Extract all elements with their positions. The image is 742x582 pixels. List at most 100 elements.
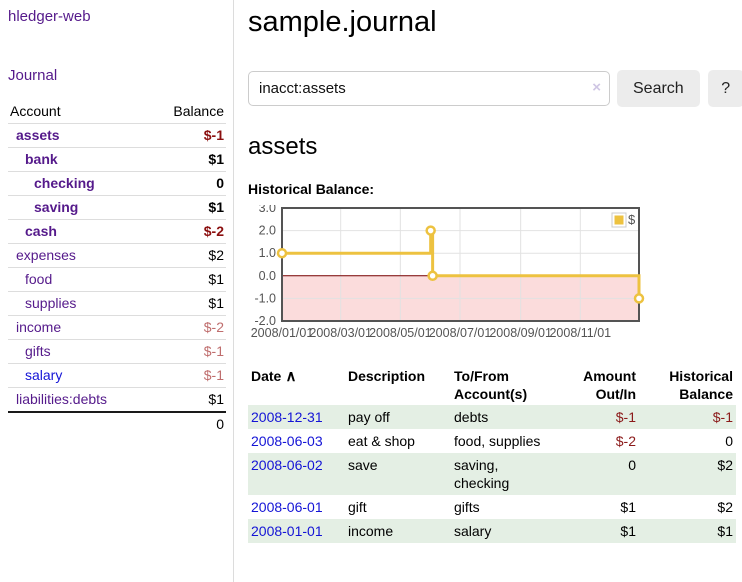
transaction-balance: 0 — [725, 433, 733, 449]
account-link[interactable]: food — [25, 271, 53, 287]
account-link[interactable]: income — [16, 319, 62, 335]
account-link[interactable]: expenses — [16, 247, 76, 263]
transaction-row: 2008-06-03 eat & shop food, supplies $-2 0 — [248, 429, 736, 453]
search-bar: × Search ? — [248, 70, 742, 107]
register-column-header[interactable]: Date ∧ — [248, 365, 345, 405]
transaction-date-link[interactable]: 2008-06-02 — [251, 457, 323, 473]
account-balance: $-2 — [203, 223, 224, 239]
accounts-total-row: 0 — [8, 412, 226, 436]
transaction-description: gift — [348, 499, 367, 515]
account-row: liabilities:debts $1 — [8, 387, 226, 413]
account-row: checking 0 — [8, 171, 226, 196]
sidebar-item-journal[interactable]: Journal — [8, 67, 58, 84]
accounts-header-balance: Balance — [173, 103, 224, 119]
x-tick-label: 2008/01/01 — [251, 326, 314, 340]
account-row: bank $1 — [8, 147, 226, 172]
column-header-label: Account(s) — [454, 386, 528, 402]
account-row: saving $1 — [8, 195, 226, 220]
help-button[interactable]: ? — [707, 70, 742, 107]
transaction-date-link[interactable]: 2008-06-03 — [251, 433, 323, 449]
account-link[interactable]: cash — [25, 223, 57, 239]
app-title-link[interactable]: hledger-web — [8, 8, 91, 25]
y-tick-label: -2.0 — [254, 314, 276, 328]
transaction-balance: $2 — [717, 457, 733, 473]
account-link[interactable]: supplies — [25, 295, 77, 311]
x-tick-label: 2008/03/01 — [309, 326, 372, 340]
column-header-label: Out/In — [595, 386, 636, 402]
account-link[interactable]: assets — [16, 127, 60, 143]
account-balance: 0 — [216, 175, 224, 191]
clear-search-icon[interactable]: × — [592, 79, 601, 96]
transaction-description: income — [348, 523, 394, 539]
register-column-header: To/From Account(s) — [451, 365, 555, 405]
register-column-header: Description — [345, 365, 451, 405]
transaction-date-link[interactable]: 2008-12-31 — [251, 409, 323, 425]
main-content: sample.journal × Search ? assets Histori… — [234, 0, 742, 582]
transaction-amount: $1 — [620, 523, 636, 539]
account-link[interactable]: checking — [34, 175, 95, 191]
transaction-description: save — [348, 457, 378, 473]
column-header-label: To/From — [454, 368, 509, 384]
column-header-label: Description — [348, 368, 426, 384]
account-balance: $2 — [208, 247, 224, 263]
account-link[interactable]: bank — [25, 151, 58, 167]
transaction-amount: 0 — [628, 457, 636, 473]
x-tick-label: 2008/11/01 — [549, 326, 611, 340]
transaction-accounts: food, supplies — [454, 433, 541, 449]
y-tick-label: 3.0 — [259, 205, 276, 215]
register-header-row: Date ∧ Description To/From Account(s) Amount… — [248, 365, 736, 405]
transaction-date-link[interactable]: 2008-06-01 — [251, 499, 323, 515]
transaction-balance: $-1 — [712, 409, 733, 425]
y-tick-label: 2.0 — [259, 224, 276, 238]
account-row: food $1 — [8, 267, 226, 292]
register-column-header: Historical Balance — [639, 365, 736, 405]
account-link[interactable]: liabilities:debts — [16, 391, 108, 407]
x-tick-label: 2008/09/01 — [489, 326, 552, 340]
search-input[interactable] — [248, 71, 610, 106]
column-header-label: Date — [251, 368, 282, 384]
account-row: supplies $1 — [8, 291, 226, 316]
account-row: income $-2 — [8, 315, 226, 340]
transaction-row: 2008-01-01 income salary $1 $1 — [248, 519, 736, 543]
x-tick-label: 2008/07/01 — [429, 326, 492, 340]
chart-label: Historical Balance: — [248, 181, 375, 197]
transaction-row: 2008-12-31 pay off debts $-1 $-1 — [248, 405, 736, 429]
accounts-table: Account Balance assets $-1 bank $1 checking 0… — [8, 100, 226, 436]
register-table: Date ∧ Description To/From Account(s) Amount… — [248, 365, 736, 543]
account-row: gifts $-1 — [8, 339, 226, 364]
account-balance: $1 — [208, 271, 224, 287]
transaction-accounts: salary — [454, 523, 492, 539]
search-input-wrap: × — [248, 71, 610, 106]
transaction-description: eat & shop — [348, 433, 415, 449]
x-tick-label: 2008/05/01 — [369, 326, 432, 340]
column-header-label: Amount — [583, 368, 636, 384]
account-balance: $1 — [208, 391, 224, 407]
transaction-date-link[interactable]: 2008-01-01 — [251, 523, 323, 539]
account-balance: $-1 — [203, 343, 224, 359]
transaction-accounts: debts — [454, 409, 489, 425]
transaction-balance: $1 — [717, 523, 733, 539]
transaction-amount: $-2 — [615, 433, 636, 449]
accounts-header-account: Account — [10, 103, 61, 119]
account-heading: assets — [248, 133, 318, 160]
transaction-description: pay off — [348, 409, 390, 425]
account-link[interactable]: salary — [25, 367, 63, 383]
register-column-header: Amount Out/In — [555, 365, 639, 405]
account-balance: $-1 — [203, 127, 224, 143]
transaction-accounts: saving, checking — [454, 457, 510, 491]
transaction-row: 2008-06-01 gift gifts $1 $2 — [248, 495, 736, 519]
transaction-balance: $2 — [717, 499, 733, 515]
sidebar: hledger-web Journal Account Balance asse… — [0, 0, 234, 582]
account-link[interactable]: saving — [34, 199, 79, 215]
account-balance: $1 — [208, 199, 224, 215]
account-link[interactable]: gifts — [25, 343, 51, 359]
account-balance: $-2 — [203, 319, 224, 335]
legend-label: $ — [628, 212, 636, 227]
historical-balance-chart: 3.0 2.0 1.0 0.0 -1.0 -2.0 2008/01/01 2008/03/01… — [248, 201, 650, 345]
search-button[interactable]: Search — [617, 70, 700, 107]
account-row: assets $-1 — [8, 123, 226, 148]
chart-svg: 3.0 2.0 1.0 0.0 -1.0 -2.02008/01/012008/03/01… — [251, 201, 645, 340]
column-header-label: Historical — [669, 368, 733, 384]
account-row: salary $-1 — [8, 363, 226, 388]
